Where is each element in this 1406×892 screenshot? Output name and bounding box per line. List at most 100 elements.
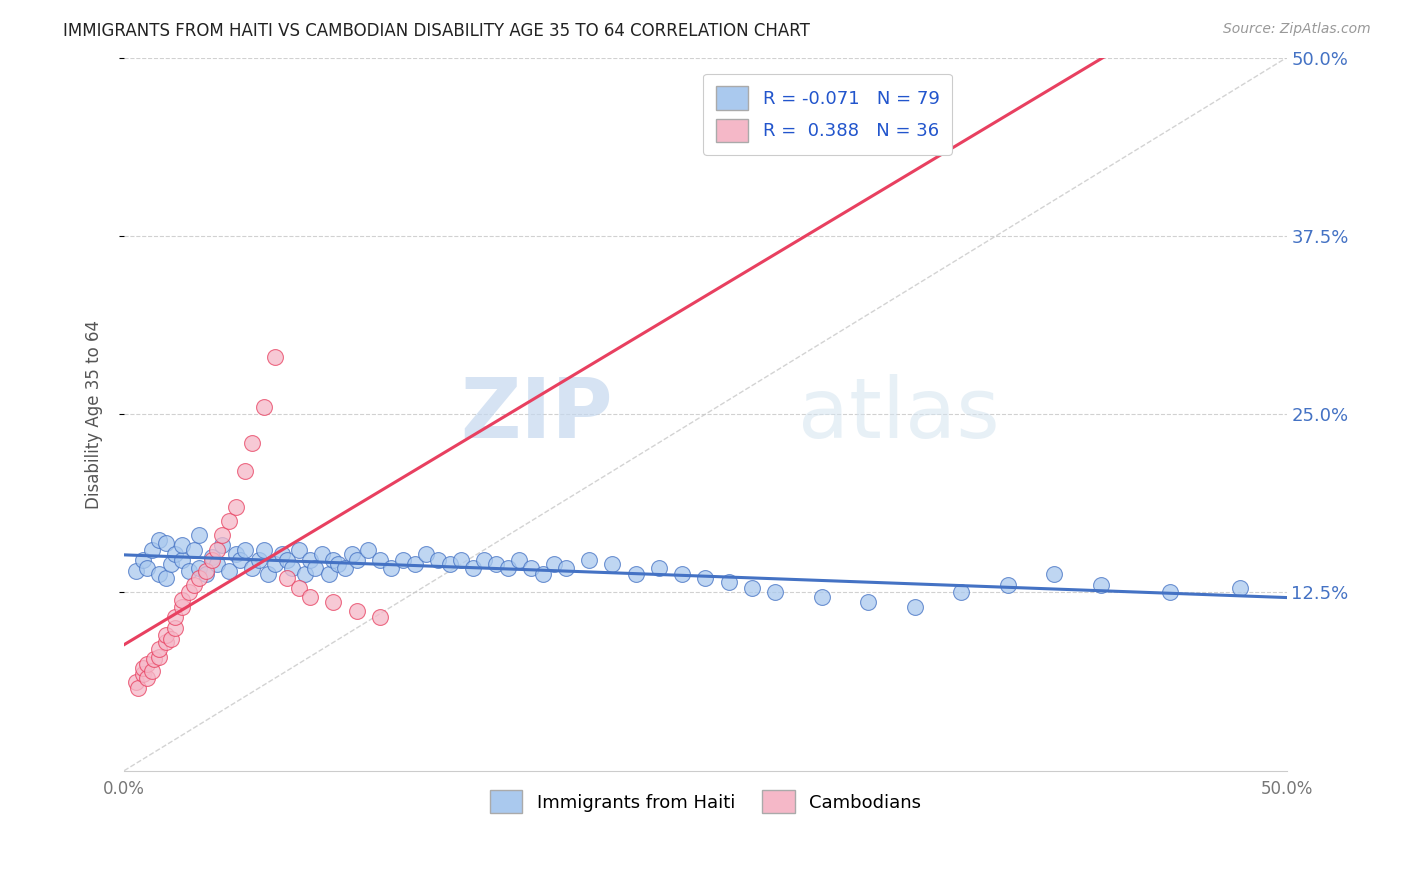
Point [253,542,276,557]
Point [578,552,600,566]
Point [485,557,508,571]
Point [148,533,170,547]
Point [194,566,217,581]
Point [211,538,233,552]
Point [205,542,228,557]
Point [264,350,287,364]
Point [461,561,484,575]
Point [187,561,209,575]
Point [326,557,349,571]
Point [211,528,233,542]
Point [132,666,155,681]
Point [392,552,415,566]
Point [520,561,543,575]
Point [294,566,316,581]
Point [531,566,554,581]
Point [187,528,209,542]
Point [368,552,391,566]
Point [194,564,217,578]
Point [318,566,340,581]
Point [287,581,309,595]
Point [333,561,356,575]
Point [165,609,187,624]
Point [132,661,155,675]
Point [1043,566,1066,581]
Point [741,581,763,595]
Point [155,635,177,649]
Point [172,552,194,566]
Point [439,557,461,571]
Point [287,542,309,557]
Point [450,552,472,566]
Point [136,671,159,685]
Point [183,542,205,557]
Legend: Immigrants from Haiti, Cambodians: Immigrants from Haiti, Cambodians [477,777,934,826]
Point [280,561,302,575]
Point [201,549,224,564]
Point [187,571,209,585]
Point [276,571,298,585]
Point [172,599,194,614]
Y-axis label: Disability Age 35 to 64: Disability Age 35 to 64 [86,319,103,508]
Point [229,552,252,566]
Point [143,652,166,666]
Point [264,557,287,571]
Point [125,675,148,690]
Point [276,552,298,566]
Point [671,566,693,581]
Point [624,566,647,581]
Point [543,557,565,571]
Point [159,557,181,571]
Point [225,547,247,561]
Point [304,561,326,575]
Point [148,642,170,657]
Point [218,564,240,578]
Point [172,538,194,552]
Point [136,561,159,575]
Point [856,595,879,609]
Point [1229,581,1251,595]
Point [127,681,149,695]
Point [997,578,1019,592]
Point [165,547,187,561]
Point [247,552,270,566]
Point [299,590,322,604]
Point [903,599,925,614]
Point [648,561,671,575]
Point [141,542,163,557]
Point [233,542,256,557]
Point [427,552,450,566]
Point [950,585,973,599]
Point [508,552,530,566]
Point [201,552,224,566]
Text: IMMIGRANTS FROM HAITI VS CAMBODIAN DISABILITY AGE 35 TO 64 CORRELATION CHART: IMMIGRANTS FROM HAITI VS CAMBODIAN DISAB… [63,22,810,40]
Point [346,552,368,566]
Point [368,609,391,624]
Point [496,561,519,575]
Point [155,535,177,549]
Point [148,566,170,581]
Point [240,561,263,575]
Point [1159,585,1181,599]
Point [322,595,344,609]
Point [474,552,496,566]
Text: Source: ZipAtlas.com: Source: ZipAtlas.com [1223,22,1371,37]
Point [240,435,263,450]
Point [183,578,205,592]
Point [205,557,228,571]
Point [155,571,177,585]
Point [257,566,280,581]
Point [810,590,832,604]
Point [148,649,170,664]
Point [554,561,576,575]
Point [357,542,380,557]
Point [179,564,201,578]
Point [141,664,163,678]
Point [322,552,344,566]
Point [165,621,187,635]
Point [695,571,717,585]
Point [763,585,786,599]
Point [179,585,201,599]
Point [415,547,437,561]
Point [271,547,294,561]
